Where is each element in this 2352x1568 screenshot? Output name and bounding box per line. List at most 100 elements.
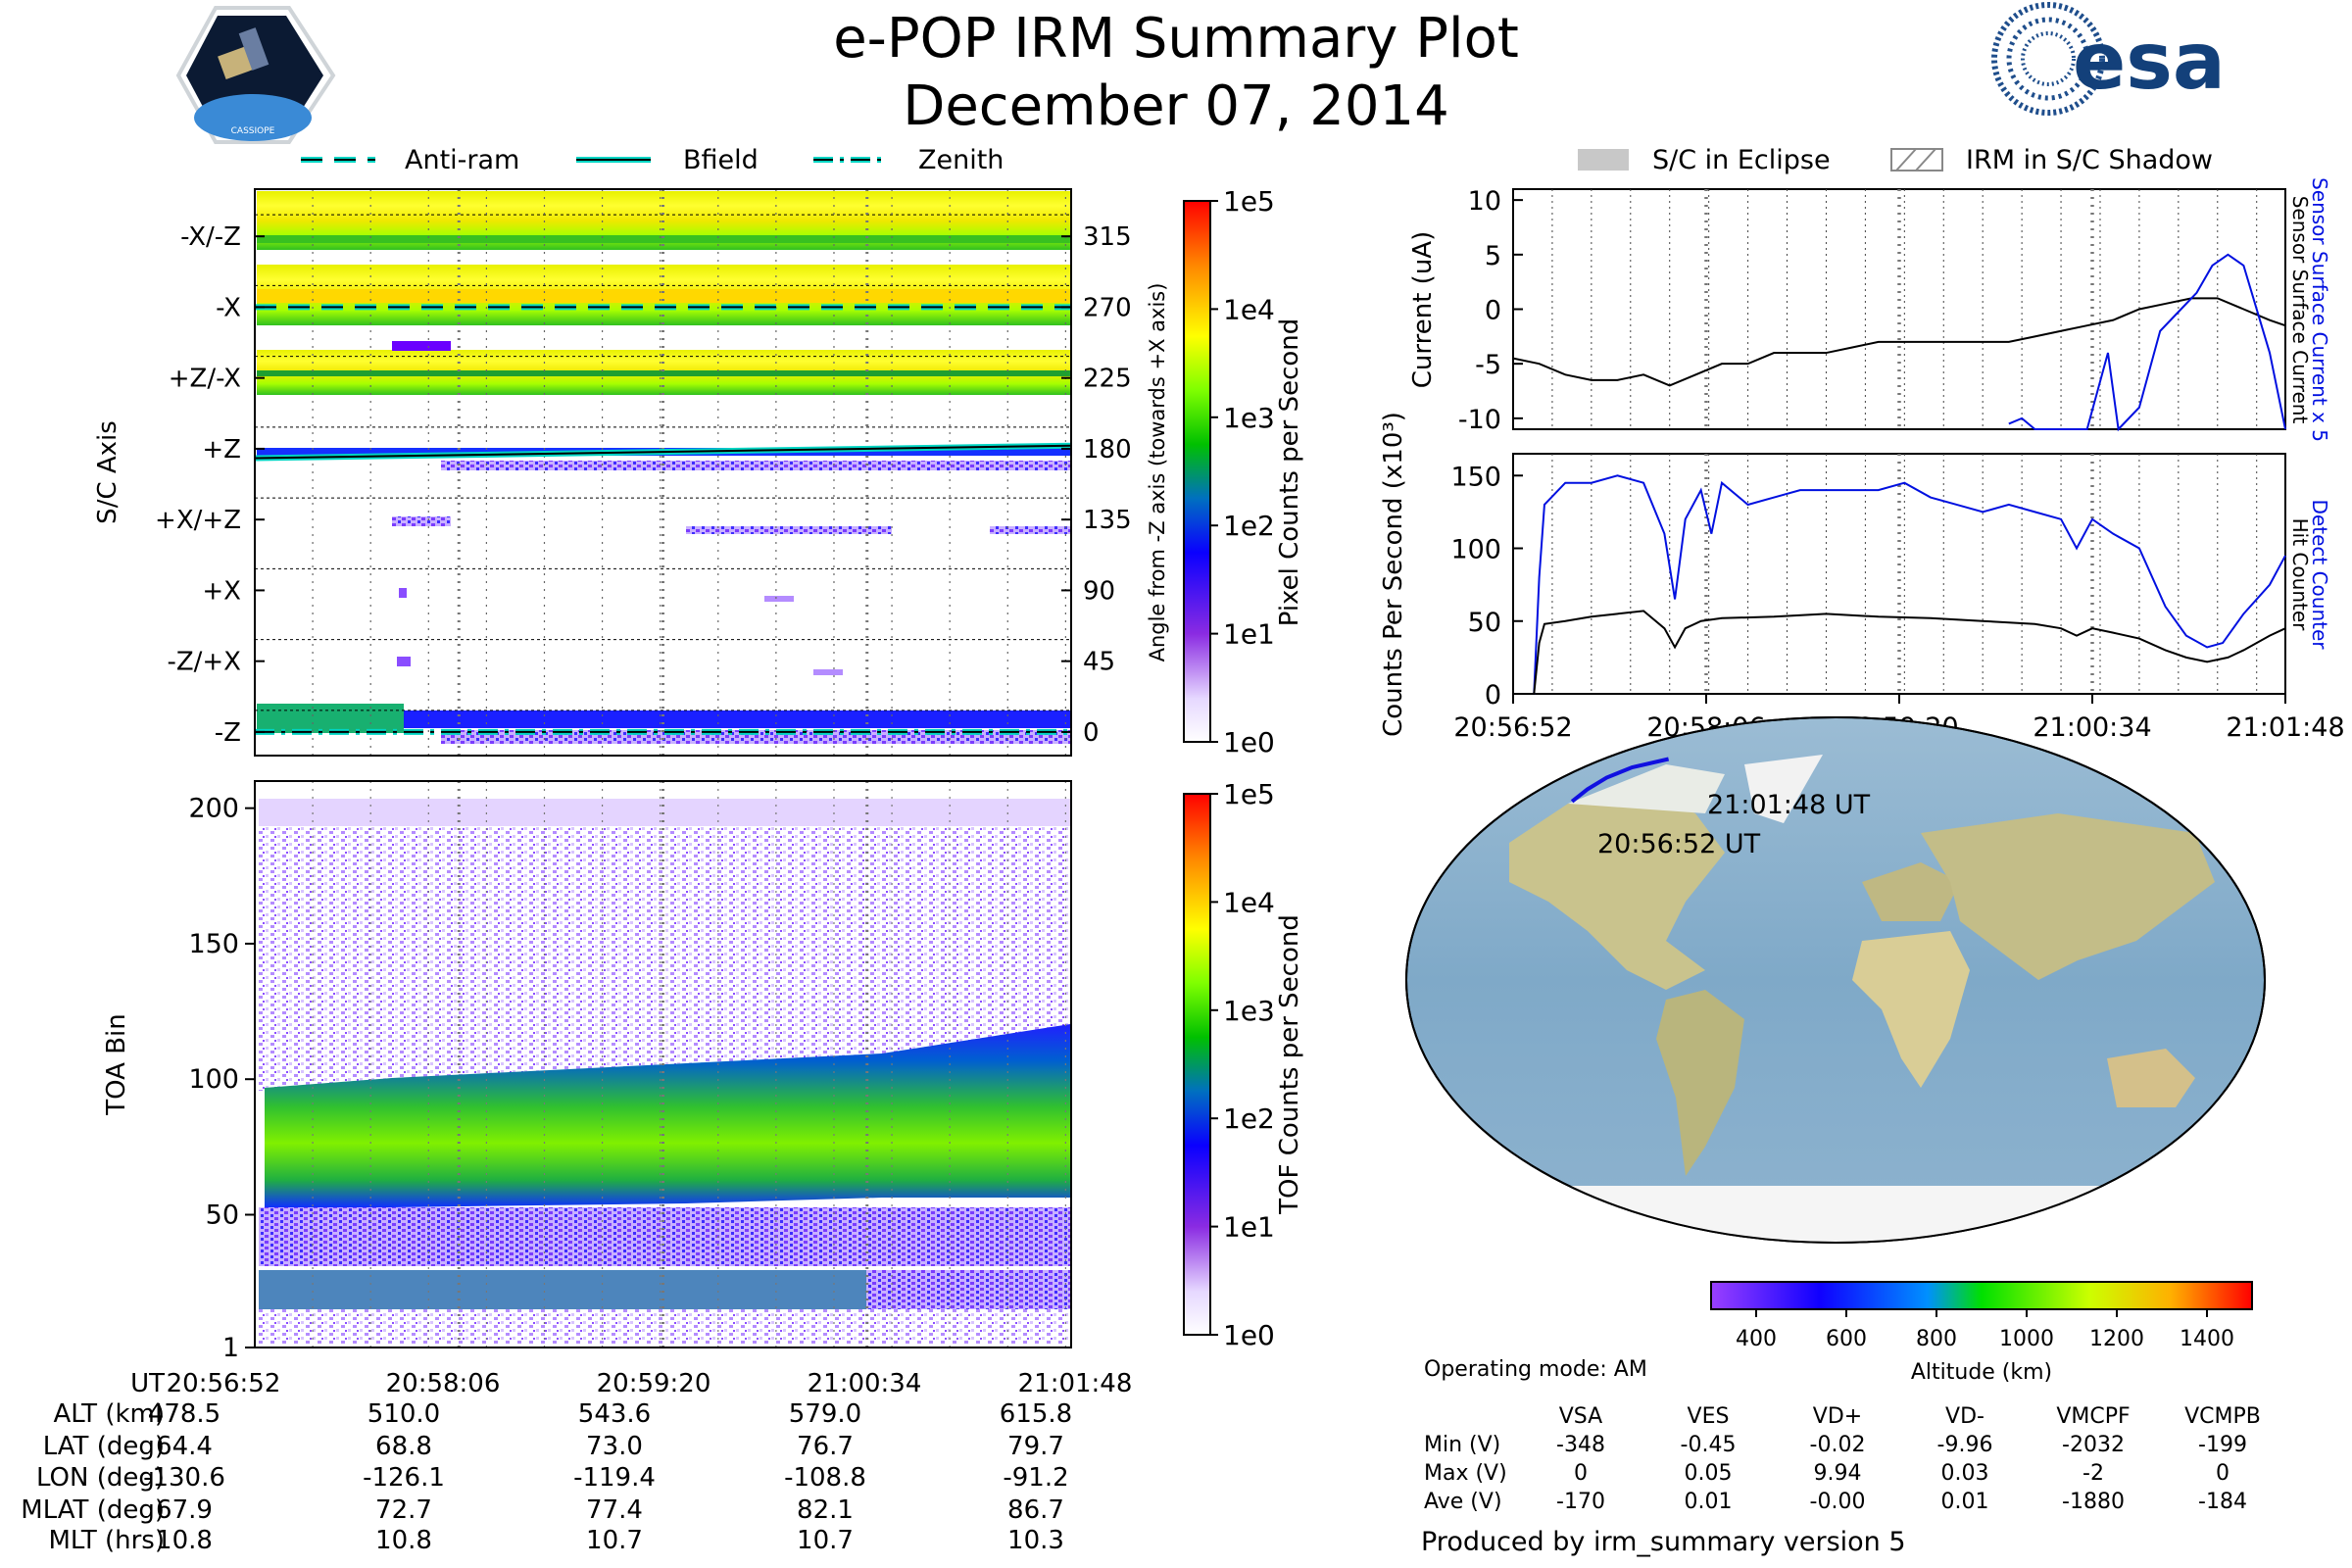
pixel-y-tick-label: -Z — [215, 718, 241, 748]
voltage-header: VCMPB — [2184, 1404, 2261, 1429]
altitude-tick-label: 800 — [1916, 1327, 1957, 1351]
counts-y2label-blue: Detect Counter — [2308, 500, 2331, 651]
line-y-tick-label: 50 — [1468, 608, 1501, 638]
toa-y-tick-label: 50 — [206, 1200, 239, 1230]
voltage-header: VMCPF — [2056, 1404, 2130, 1429]
pixel-y-tick-label: +X — [202, 576, 241, 606]
header: e-POP IRM Summary Plot December 07, 2014 — [833, 7, 1519, 138]
toa-heatmap-ylabel: TOA Bin — [102, 1013, 131, 1115]
ephemeris-cell: 72.7 — [375, 1495, 432, 1525]
pixel-y2-tick-label: 135 — [1083, 506, 1132, 535]
pixel-y-tick-label: -X/-Z — [180, 222, 241, 252]
voltage-cell: 0.05 — [1685, 1461, 1733, 1486]
plot-title: e-POP IRM Summary Plot — [833, 7, 1519, 71]
counts-y-ticks: 0 50 100 150 — [1450, 462, 1523, 710]
ephemeris-cell: 478.5 — [148, 1399, 220, 1429]
colorbar-tick-label: 1e2 — [1223, 510, 1275, 542]
pixel-colorbar-ticks: 1e0 1e1 1e2 1e3 1e4 1e5 — [1210, 185, 1275, 759]
voltage-header: VSA — [1559, 1404, 1602, 1429]
series-hit-counter — [1513, 610, 2286, 695]
pixel-y2-tick-label: 45 — [1083, 648, 1115, 677]
legend-zenith: Zenith — [918, 145, 1004, 175]
series-sensor-surface-current-x-5 — [2008, 253, 2286, 432]
line-y-tick-label: -10 — [1458, 405, 1501, 435]
ephemeris-cell: 86.7 — [1007, 1495, 1064, 1525]
ephemeris-cell: 10.3 — [1007, 1526, 1064, 1555]
pixel-heatmap-reference-lines — [254, 304, 1072, 735]
ephemeris-cell: 615.8 — [1000, 1399, 1072, 1429]
voltage-cell: 0 — [2216, 1461, 2230, 1486]
current-series — [1512, 253, 2286, 432]
left-legend: Anti-ram Bfield Zenith — [301, 145, 1004, 175]
voltage-header: VD- — [1945, 1404, 1984, 1429]
altitude-colorbar-ticks: 400 600 800 1000 1200 1400 — [1736, 1309, 2234, 1351]
legend-shadow: IRM in S/C Shadow — [1966, 145, 2213, 175]
counts-series — [1513, 474, 2286, 695]
voltage-cell: -348 — [1556, 1433, 1605, 1457]
pixel-y-tick-label: +Z — [202, 435, 241, 465]
right-legend: S/C in Eclipse IRM in S/C Shadow — [1578, 145, 2213, 175]
voltage-cell: 0.01 — [1941, 1490, 1989, 1514]
altitude-tick-label: 1200 — [2089, 1327, 2144, 1351]
line-x-tick-label: 21:01:48 — [2226, 712, 2344, 743]
colorbar-tick-label: 1e0 — [1223, 1319, 1275, 1351]
colorbar-tick-label: 1e0 — [1223, 726, 1275, 759]
altitude-tick-label: 1000 — [1999, 1327, 2054, 1351]
ephemeris-cell: 20:59:20 — [597, 1369, 711, 1398]
colorbar-tick-label: 1e4 — [1223, 886, 1275, 918]
current-y2label-blue: Sensor Surface Current x 5 — [2308, 177, 2331, 442]
line-y-tick-label: 0 — [1485, 680, 1501, 710]
colorbar-tick-label: 1e5 — [1223, 185, 1275, 218]
track-start-label: 20:56:52 UT — [1597, 829, 1761, 859]
voltage-cell: -184 — [2198, 1490, 2247, 1514]
pixel-colorbar: 1e0 1e1 1e2 1e3 1e4 1e5 Pixel Counts per Seco… — [1183, 185, 1304, 759]
series-detect-counter — [1513, 474, 2286, 695]
ephemeris-cell: 82.1 — [797, 1495, 854, 1525]
voltage-values: VSA VES VD+ VD- VMCPF VCMPB Min (V) -348 -0.45 -0… — [1424, 1404, 2261, 1514]
voltage-cell: -199 — [2198, 1433, 2247, 1457]
voltage-cell: 0.01 — [1685, 1490, 1733, 1514]
ephemeris-cell: -130.6 — [143, 1463, 225, 1493]
altitude-tick-label: 1400 — [2180, 1327, 2234, 1351]
ephemeris-row-label: LAT (deg) — [43, 1432, 165, 1461]
voltage-row-label: Ave (V) — [1424, 1490, 1502, 1514]
altitude-colorbar-label: Altitude (km) — [1911, 1360, 2052, 1385]
plot-date: December 07, 2014 — [903, 74, 1449, 138]
legend-eclipse: S/C in Eclipse — [1652, 145, 1831, 175]
track-end-label: 21:01:48 UT — [1707, 790, 1871, 820]
cassiope-logo-text: CASSIOPE — [231, 126, 275, 136]
current-grid — [1551, 189, 2258, 429]
voltage-row-label: Max (V) — [1424, 1461, 1507, 1486]
voltage-cell: -2032 — [2062, 1433, 2125, 1457]
ephemeris-cell: -91.2 — [1003, 1463, 1068, 1493]
cassiope-logo: CASSIOPE — [175, 6, 336, 144]
tof-colorbar: 1e0 1e1 1e2 1e3 1e4 1e5 TOF Counts per Second — [1183, 778, 1304, 1351]
ephemeris-row-label: MLT (hrs) — [49, 1526, 166, 1555]
map-land — [1406, 755, 2264, 1243]
toa-y-tick-label: 100 — [188, 1064, 239, 1095]
current-y2label-black: Sensor Surface Current — [2288, 196, 2312, 424]
ephemeris-cell: 21:00:34 — [808, 1369, 922, 1398]
pixel-heatmap-ylabel: S/C Axis — [93, 420, 122, 524]
pixel-y2-tick-label: 0 — [1083, 718, 1100, 748]
voltage-cell: 9.94 — [1814, 1461, 1862, 1486]
operating-mode: Operating mode: AM — [1424, 1357, 1647, 1382]
colorbar-tick-label: 1e1 — [1223, 1211, 1275, 1244]
voltage-cell: -9.96 — [1937, 1433, 1993, 1457]
voltage-cell: 0.03 — [1941, 1461, 1989, 1486]
ephemeris-cell: 79.7 — [1007, 1432, 1064, 1461]
toa-y-tick-label: 1 — [222, 1333, 239, 1363]
toa-heatmap-bands — [259, 799, 1070, 1345]
voltage-table: Operating mode: AM VSA VES VD+ VD- VMCPF VCMP… — [1421, 1357, 2261, 1557]
ephemeris-cell: 21:01:48 — [1018, 1369, 1133, 1398]
legend-bfield: Bfield — [683, 145, 759, 175]
pixel-colorbar-label: Pixel Counts per Second — [1275, 318, 1304, 627]
ephemeris-row-label: MLAT (deg) — [21, 1495, 165, 1525]
voltage-cell: -0.00 — [1810, 1490, 1866, 1514]
pixel-y-tick-label: -X — [216, 293, 241, 322]
line-y-tick-label: -5 — [1475, 350, 1501, 380]
pixel-y-tick-label: +Z/-X — [169, 365, 241, 394]
